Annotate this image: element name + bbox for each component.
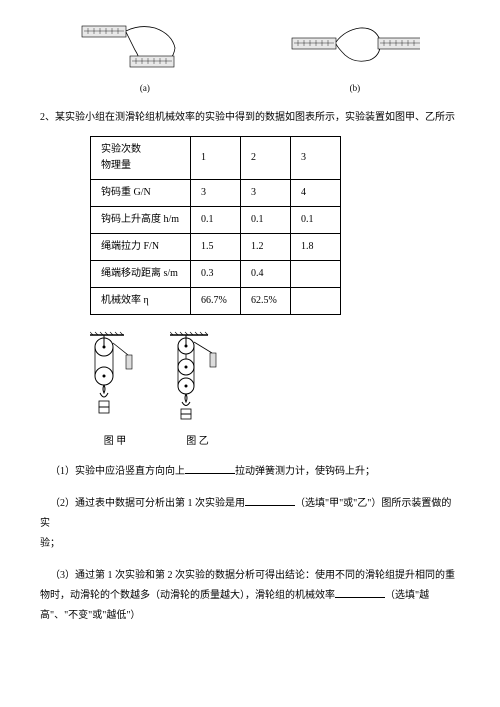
sub-question-3: （3）通过第 1 次实验和第 2 次实验的数据分析可得出结论：使用不同的滑轮组提… (40, 566, 460, 626)
cell: 3 (191, 180, 241, 207)
figure-b (290, 20, 420, 75)
cell: 0.1 (241, 207, 291, 234)
blank-field[interactable] (335, 586, 385, 598)
top-figures-row (40, 20, 460, 75)
label-jia: 图 甲 (90, 434, 140, 450)
pulley-yi: 图 乙 (170, 331, 225, 450)
col-2: 2 (241, 137, 291, 180)
cell: 1.8 (291, 234, 341, 261)
question-number: 2、 (40, 112, 55, 123)
q2-end: 验； (40, 538, 60, 549)
cell: 0.3 (191, 261, 241, 288)
pulley-diagrams: 图 甲 图 乙 (90, 331, 460, 450)
table-header-label: 实验次数 物理量 (91, 137, 191, 180)
q2-pre: （2）通过表中数据可分析出第 1 次实验是用 (50, 498, 245, 509)
figure-a (80, 20, 210, 75)
row-label: 钩码重 G/N (91, 180, 191, 207)
caption-a: (a) (140, 81, 150, 95)
data-table: 实验次数 物理量 1 2 3 钩码重 G/N 3 3 4 钩码上升高度 h/m … (90, 136, 341, 315)
blank-field[interactable] (185, 462, 235, 474)
q1-pre: （1）实验中应沿竖直方向向上 (50, 466, 185, 477)
cell: 62.5% (241, 288, 291, 315)
table-row: 绳端拉力 F/N 1.5 1.2 1.8 (91, 234, 341, 261)
caption-b: (b) (350, 81, 361, 95)
sub-question-2: （2）通过表中数据可分析出第 1 次实验是用（选填"甲"或"乙"）图所示装置做的… (40, 494, 460, 554)
cell: 66.7% (191, 288, 241, 315)
row-label: 绳端拉力 F/N (91, 234, 191, 261)
cell: 4 (291, 180, 341, 207)
table-row: 绳端移动距离 s/m 0.3 0.4 (91, 261, 341, 288)
cell: 0.1 (291, 207, 341, 234)
col-1: 1 (191, 137, 241, 180)
cell (291, 261, 341, 288)
table-row: 钩码上升高度 h/m 0.1 0.1 0.1 (91, 207, 341, 234)
cell (291, 288, 341, 315)
cell: 0.1 (191, 207, 241, 234)
table-row: 机械效率 η 66.7% 62.5% (91, 288, 341, 315)
label-yi: 图 乙 (170, 434, 225, 450)
table-row: 钩码重 G/N 3 3 4 (91, 180, 341, 207)
q1-post: 拉动弹簧测力计，使钩码上升； (235, 466, 375, 477)
question-text: 2、某实验小组在测滑轮组机械效率的实验中得到的数据如图表所示，实验装置如图甲、乙… (40, 109, 460, 126)
row-label: 钩码上升高度 h/m (91, 207, 191, 234)
row-label: 机械效率 η (91, 288, 191, 315)
figure-captions: (a) (b) (40, 81, 460, 95)
cell: 3 (241, 180, 291, 207)
header-line1: 实验次数 (101, 142, 180, 158)
pulley-jia: 图 甲 (90, 331, 140, 450)
col-3: 3 (291, 137, 341, 180)
row-label: 绳端移动距离 s/m (91, 261, 191, 288)
cell: 1.5 (191, 234, 241, 261)
cell: 0.4 (241, 261, 291, 288)
blank-field[interactable] (245, 494, 295, 506)
header-line2: 物理量 (101, 158, 180, 174)
question-body: 某实验小组在测滑轮组机械效率的实验中得到的数据如图表所示，实验装置如图甲、乙所示 (55, 112, 455, 123)
cell: 1.2 (241, 234, 291, 261)
sub-question-1: （1）实验中应沿竖直方向向上 拉动弹簧测力计，使钩码上升； (40, 462, 460, 482)
